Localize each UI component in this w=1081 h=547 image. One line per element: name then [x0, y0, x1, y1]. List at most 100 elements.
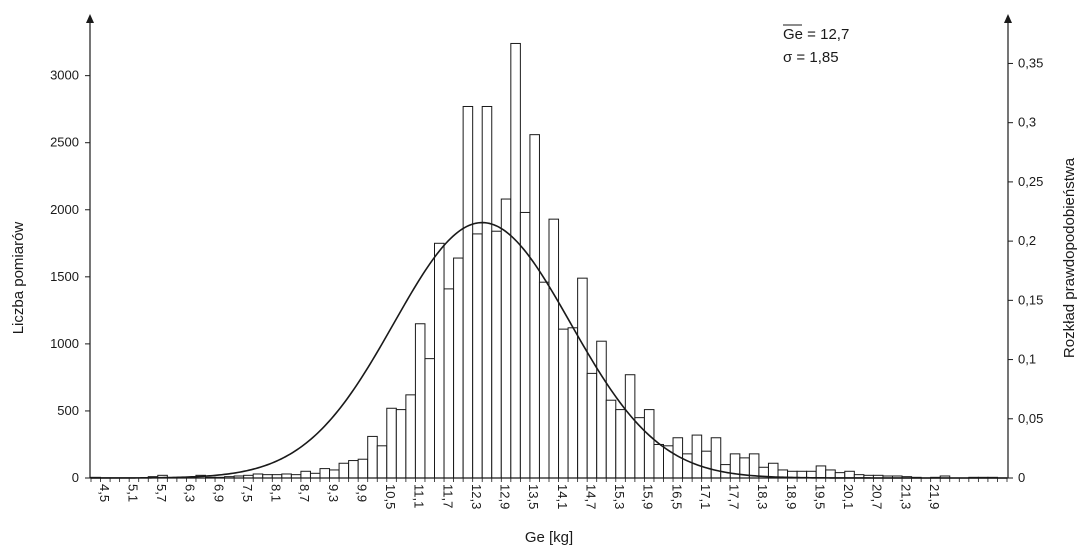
histogram-bar [329, 469, 340, 479]
x-tick-label: 12,9 [498, 484, 513, 509]
histogram-bar [825, 469, 836, 479]
histogram-bar [548, 218, 560, 479]
histogram-bar [319, 468, 331, 479]
x-tick-label: 5,1 [125, 484, 140, 502]
left-y-tick-label: 2000 [50, 202, 79, 217]
right-y-tick-label: 0,2 [1018, 233, 1036, 248]
histogram-bars [90, 42, 998, 479]
x-tick-label: 21,3 [898, 484, 913, 509]
histogram-bar [767, 462, 779, 479]
mean-value: = 12,7 [803, 26, 849, 43]
x-tick-label: 15,3 [612, 484, 627, 509]
histogram-bar [529, 134, 540, 479]
x-tick-label: 15,9 [641, 484, 656, 509]
histogram-bar [434, 242, 445, 479]
left-axis-arrow [86, 14, 94, 23]
x-tick-label: 20,7 [870, 484, 885, 509]
histogram-bar [300, 470, 311, 479]
right-y-tick-label: 0 [1018, 470, 1025, 485]
histogram-bar [252, 473, 264, 479]
histogram-bar [338, 462, 350, 479]
x-tick-label: 12,3 [469, 484, 484, 509]
histogram-bar [443, 288, 455, 479]
histogram-bar [710, 437, 722, 479]
left-y-axis-title: Liczba pomiarów [10, 222, 27, 335]
right-y-tick-label: 0,1 [1018, 352, 1036, 367]
x-tick-label: 8,7 [297, 484, 312, 502]
histogram-bar [605, 399, 617, 479]
histogram-bar [701, 450, 712, 479]
histogram-bar [624, 374, 636, 479]
x-tick-label: 11,7 [440, 484, 455, 508]
mean-symbol: Ge [783, 26, 803, 43]
histogram-bar [491, 230, 502, 479]
histogram-bar [691, 434, 703, 479]
histogram-bar [281, 473, 292, 479]
x-tick-label: 17,7 [727, 484, 742, 509]
histogram-bar [538, 281, 550, 479]
right-y-tick-label: 0,25 [1018, 174, 1043, 189]
histogram-bar [586, 372, 598, 479]
histogram-bar [462, 105, 474, 479]
histogram-bar [472, 233, 483, 479]
x-tick-label: 19,5 [812, 484, 827, 509]
right-y-tick-label: 0,05 [1018, 411, 1043, 426]
histogram-bar [558, 328, 569, 479]
histogram-bar [481, 105, 493, 479]
histogram-bar [357, 458, 369, 479]
histogram-bar [567, 327, 579, 479]
histogram-bar [615, 409, 626, 479]
x-ticks: 4,5 5,1 5,7 6,3 6,9 7,5 8,1 8,7 9,3 9,9 10,5 11,1 11… [90, 478, 1008, 509]
histogram-bar [309, 472, 321, 479]
right-y-tick-label: 0,15 [1018, 292, 1043, 307]
x-tick-label: 21,9 [927, 484, 942, 509]
x-axis-title: Ge [kg] [525, 529, 573, 546]
histogram-bar [395, 409, 407, 479]
x-tick-label: 18,3 [755, 484, 770, 509]
histogram-bar [348, 460, 359, 479]
x-tick-label: 16,5 [669, 484, 684, 509]
x-tick-label: 20,1 [841, 484, 856, 509]
x-tick-label: 6,3 [183, 484, 198, 502]
left-y-tick-label: 0 [72, 470, 79, 485]
histogram-bar [577, 277, 588, 479]
histogram-bar [367, 435, 378, 479]
x-tick-label: 13,5 [526, 484, 541, 509]
histogram-bar [653, 443, 665, 479]
histogram-bar [376, 445, 388, 479]
x-tick-label: 7,5 [240, 484, 255, 502]
right-y-tick-label: 0,3 [1018, 115, 1036, 130]
svg-text:Ge = 12,7: Ge = 12,7 [783, 26, 849, 43]
histogram-bar [405, 394, 416, 479]
histogram-bar [844, 470, 855, 479]
histogram-bar [424, 358, 435, 479]
right-axis-arrow [1004, 14, 1012, 23]
left-y-tick-label: 500 [57, 403, 79, 418]
histogram-bar [682, 453, 693, 479]
x-tick-label: 10,5 [383, 484, 398, 509]
x-tick-label: 5,7 [154, 484, 169, 502]
sigma-label: σ = 1,85 [783, 49, 839, 66]
histogram-bar [414, 323, 426, 479]
histogram-bar [386, 407, 397, 479]
left-y-ticks: 0 500 1000 1500 2000 2500 3000 [50, 68, 90, 485]
histogram-bar [748, 453, 760, 479]
histogram-bar [510, 42, 521, 479]
x-tick-label: 4,5 [97, 484, 112, 502]
x-tick-label: 9,3 [326, 484, 341, 502]
x-tick-label: 8,1 [269, 484, 284, 502]
histogram-bar [643, 409, 655, 479]
left-y-tick-label: 1500 [50, 269, 79, 284]
left-y-tick-label: 3000 [50, 68, 79, 83]
histogram-bar [500, 198, 512, 479]
right-y-ticks: 0 0,05 0,1 0,15 0,2 0,25 0,3 0,35 [1008, 55, 1043, 485]
x-tick-label: 9,9 [354, 484, 369, 502]
x-tick-label: 18,9 [784, 484, 799, 509]
x-tick-label: 14,7 [583, 484, 598, 509]
stats-annotation: Ge = 12,7 σ = 1,85 [783, 24, 849, 66]
right-y-tick-label: 0,35 [1018, 55, 1043, 70]
histogram-bar [815, 465, 827, 479]
histogram-bar [453, 257, 464, 479]
right-y-axis-title: Rozkład prawdopodobieństwa [1061, 157, 1078, 358]
